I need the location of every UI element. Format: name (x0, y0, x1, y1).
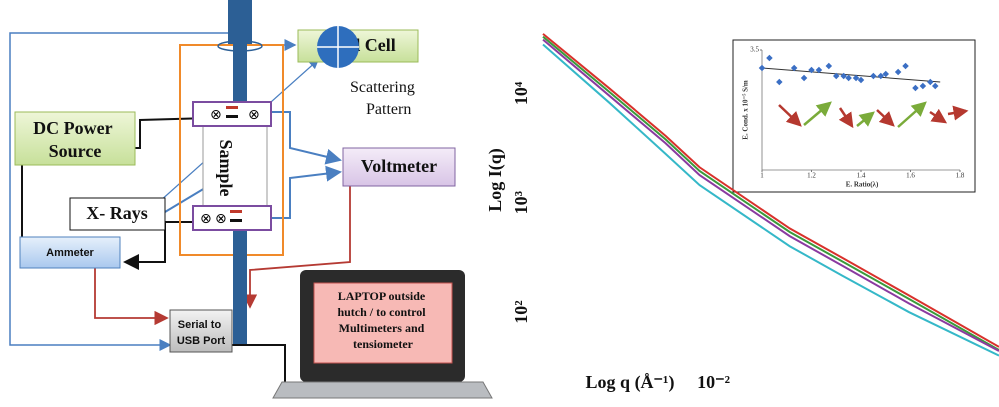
svg-text:⊗: ⊗ (215, 211, 227, 227)
x-axis-label: Log q (Å⁻¹) (586, 372, 675, 393)
y-tick-label: 10³ (511, 190, 531, 214)
label-line: hutch / to control (337, 305, 426, 319)
label-line: DC Power (33, 118, 112, 138)
label-line: LAPTOP outside (338, 289, 426, 303)
x-tick-label: 1.8 (956, 172, 965, 180)
x-tick-label: 1.6 (906, 172, 915, 180)
x-tick-label: 1.2 (807, 172, 816, 180)
label-line: USB Port (177, 335, 226, 347)
inset-frame (733, 40, 975, 192)
voltmeter: Voltmeter (343, 148, 455, 186)
y-axis-label: Log I(q) (485, 148, 506, 212)
sample-label: Sample (216, 139, 236, 196)
x-tick-label: 10⁻² (697, 372, 730, 392)
label-line: Serial to (178, 319, 222, 331)
ammeter: Ammeter (20, 237, 120, 268)
label-line: tensiometer (353, 337, 414, 351)
label-line: Pattern (366, 101, 411, 118)
voltmeter-label: Voltmeter (361, 156, 437, 176)
svg-text:⊗: ⊗ (248, 107, 260, 123)
y-tick-label: 10⁴ (511, 81, 531, 105)
inset-y-label: E. Cond. x 10⁻⁵ S/m (742, 80, 750, 140)
y-tick-label: 10² (511, 300, 531, 323)
figure: ⊗ ⊗ ⊗ ⊗ Sample Load Cell Scattering Patt… (0, 0, 999, 407)
label-line: Source (49, 141, 102, 161)
dc-power-source: DC Power Source (15, 112, 135, 165)
scattering-label: Scattering Pattern (350, 79, 419, 118)
svg-text:⊗: ⊗ (200, 211, 212, 227)
x-rays: X- Rays (70, 198, 165, 230)
y-tick-label: 3.5 (750, 46, 759, 54)
serial-port: Serial to USB Port (170, 310, 232, 352)
svg-text:⊗: ⊗ (210, 107, 222, 123)
label-line: Multimeters and (339, 321, 425, 335)
load-frame: ⊗ ⊗ ⊗ ⊗ Sample (180, 0, 283, 344)
laptop: LAPTOP outside hutch / to control Multim… (273, 270, 492, 398)
x-rays-label: X- Rays (86, 203, 148, 223)
label-line: Scattering (350, 79, 415, 96)
x-tick-label: 1 (760, 172, 764, 180)
inset-x-label: E. Ratio(λ) (846, 181, 879, 189)
x-tick-label: 1.4 (857, 172, 866, 180)
ammeter-label: Ammeter (46, 247, 94, 259)
